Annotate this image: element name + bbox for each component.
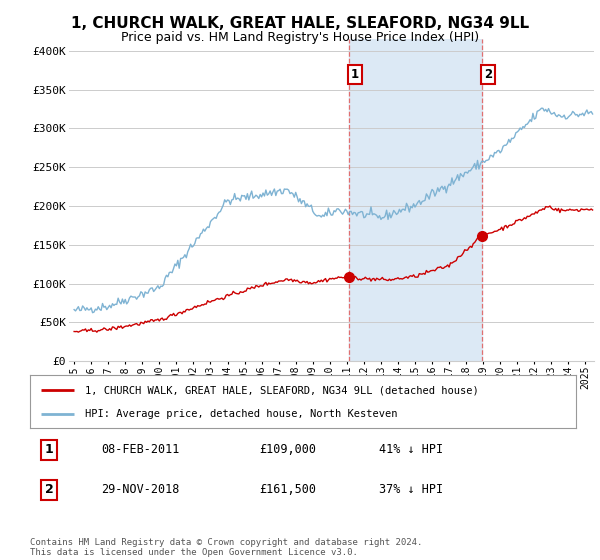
Text: Price paid vs. HM Land Registry's House Price Index (HPI): Price paid vs. HM Land Registry's House … — [121, 31, 479, 44]
Text: £161,500: £161,500 — [259, 483, 316, 496]
Text: 29-NOV-2018: 29-NOV-2018 — [101, 483, 179, 496]
Text: £109,000: £109,000 — [259, 444, 316, 456]
Text: 1, CHURCH WALK, GREAT HALE, SLEAFORD, NG34 9LL: 1, CHURCH WALK, GREAT HALE, SLEAFORD, NG… — [71, 16, 529, 31]
Text: 1: 1 — [45, 444, 53, 456]
Text: 41% ↓ HPI: 41% ↓ HPI — [379, 444, 443, 456]
Text: 37% ↓ HPI: 37% ↓ HPI — [379, 483, 443, 496]
Bar — [349, 39, 482, 361]
Text: 08-FEB-2011: 08-FEB-2011 — [101, 444, 179, 456]
Text: 2: 2 — [45, 483, 53, 496]
Text: HPI: Average price, detached house, North Kesteven: HPI: Average price, detached house, Nort… — [85, 408, 397, 418]
Text: 1: 1 — [351, 68, 359, 81]
Text: 2: 2 — [484, 68, 493, 81]
Text: 1, CHURCH WALK, GREAT HALE, SLEAFORD, NG34 9LL (detached house): 1, CHURCH WALK, GREAT HALE, SLEAFORD, NG… — [85, 385, 478, 395]
Text: Contains HM Land Registry data © Crown copyright and database right 2024.
This d: Contains HM Land Registry data © Crown c… — [30, 538, 422, 557]
